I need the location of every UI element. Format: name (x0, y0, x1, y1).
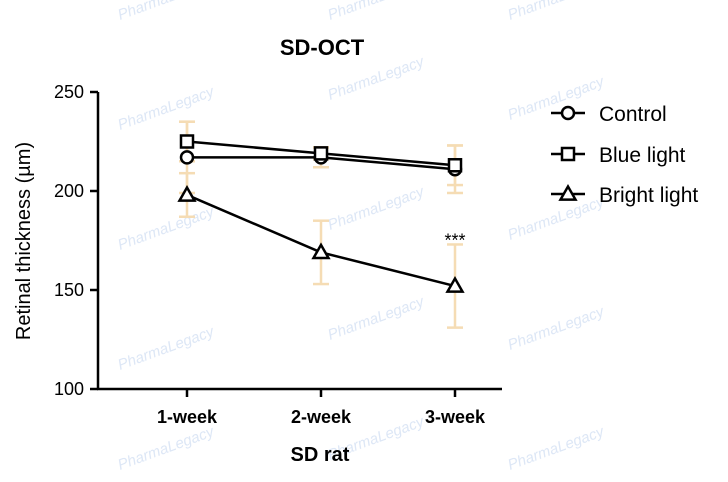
data-point-blue-light (447, 158, 463, 173)
legend-marker-control (560, 105, 576, 121)
data-point-bright-light (177, 184, 197, 202)
x-axis: 1-week 2-week 3-week (97, 387, 502, 427)
watermark-text: PharmaLegacy (326, 53, 428, 104)
x-tick-label: 2-week (291, 407, 352, 427)
watermark-text: PharmaLegacy (506, 423, 608, 474)
legend-marker-blue-light (560, 146, 576, 162)
x-tick-label: 1-week (157, 407, 218, 427)
legend-label: Blue light (599, 144, 686, 167)
data-point-blue-light (179, 134, 195, 149)
y-axis: 100 150 200 250 (54, 82, 100, 399)
legend-marker-bright-light (558, 183, 578, 201)
legend-label: Bright light (599, 184, 698, 207)
watermark-text: PharmaLegacy (326, 0, 428, 24)
watermark-text: PharmaLegacy (116, 423, 218, 474)
watermark-text: PharmaLegacy (506, 0, 608, 24)
data-point-bright-light (445, 276, 465, 293)
watermark-layer: PharmaLegacy PharmaLegacy PharmaLegacy Phar… (116, 0, 608, 474)
watermark-text: PharmaLegacy (116, 203, 218, 254)
chart-title: SD-OCT (280, 35, 365, 60)
watermark-text: PharmaLegacy (326, 183, 428, 234)
data-point-bright-light (311, 242, 331, 260)
y-tick-label: 250 (54, 82, 84, 102)
watermark-text: PharmaLegacy (116, 83, 218, 134)
legend: Control Blue light Bright light (551, 103, 698, 207)
watermark-text: PharmaLegacy (116, 0, 218, 24)
watermark-text: PharmaLegacy (116, 323, 218, 374)
y-tick-label: 200 (54, 181, 84, 201)
watermark-text: PharmaLegacy (506, 303, 608, 354)
data-point-control (179, 150, 195, 165)
data-point-blue-light (313, 146, 329, 161)
y-axis-title: Retinal thickness (µm) (13, 142, 35, 340)
legend-label: Control (599, 103, 667, 126)
watermark-text: PharmaLegacy (506, 193, 608, 244)
y-tick-label: 100 (54, 379, 84, 399)
series-layer (177, 134, 465, 293)
significance-annotation: *** (444, 230, 465, 250)
watermark-text: PharmaLegacy (506, 73, 608, 124)
annotations: *** (444, 230, 465, 250)
x-tick-label: 3-week (425, 407, 486, 427)
x-axis-title: SD rat (291, 444, 350, 466)
watermark-text: PharmaLegacy (326, 293, 428, 344)
y-tick-label: 150 (54, 280, 84, 300)
